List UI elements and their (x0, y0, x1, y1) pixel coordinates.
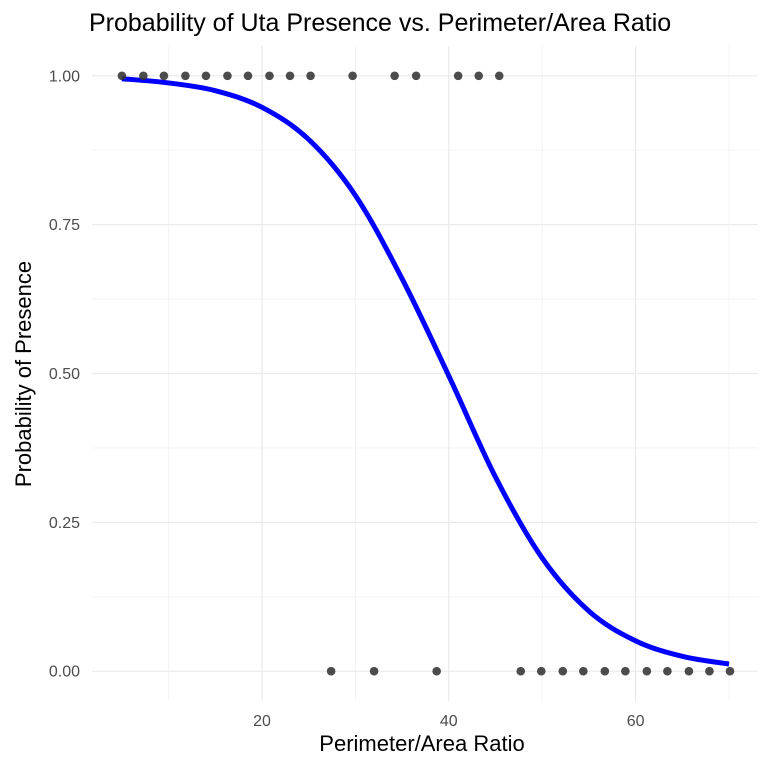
y-axis-title: Probability of Presence (11, 261, 36, 487)
tick-layer: 20 40 60 0.00 0.25 0.50 0.75 1.00 (49, 68, 645, 730)
y-tick-label: 0.50 (49, 366, 80, 383)
data-point (453, 71, 463, 81)
data-point (516, 666, 526, 676)
data-point (117, 71, 127, 81)
data-point (684, 666, 694, 676)
data-point (243, 71, 253, 81)
data-point (139, 71, 148, 81)
data-point (306, 71, 315, 81)
data-point (558, 666, 568, 676)
data-point (223, 71, 232, 81)
data-point (494, 71, 504, 81)
y-tick-label: 1.00 (49, 68, 80, 85)
data-point (348, 71, 357, 81)
data-point (411, 71, 421, 81)
data-point (600, 666, 610, 676)
x-axis-title: Perimeter/Area Ratio (319, 731, 524, 756)
data-point (326, 666, 336, 676)
data-point (536, 666, 546, 676)
y-tick-label: 0.75 (49, 217, 80, 234)
data-point (201, 71, 211, 81)
data-point (159, 71, 169, 81)
y-tick-label: 0.25 (49, 515, 80, 532)
line-layer (121, 76, 730, 667)
data-point (285, 71, 295, 81)
x-tick-label: 60 (627, 713, 645, 730)
data-point (390, 71, 399, 81)
x-tick-label: 20 (253, 713, 271, 730)
point-layer (117, 71, 735, 676)
y-tick-label: 0.00 (49, 664, 80, 681)
data-point (621, 666, 630, 676)
data-point (369, 666, 379, 676)
data-point (642, 666, 652, 676)
x-tick-label: 40 (440, 713, 458, 730)
data-point (705, 666, 714, 676)
data-point (265, 71, 274, 81)
grid-layer (92, 46, 758, 701)
fitted-logistic-curve (121, 76, 730, 667)
chart-title: Probability of Uta Presence vs. Perimete… (89, 9, 671, 37)
data-point (181, 71, 190, 81)
data-point (432, 666, 441, 676)
data-point (663, 666, 672, 676)
data-point (579, 666, 588, 676)
data-point (474, 71, 484, 81)
data-point (725, 666, 735, 676)
